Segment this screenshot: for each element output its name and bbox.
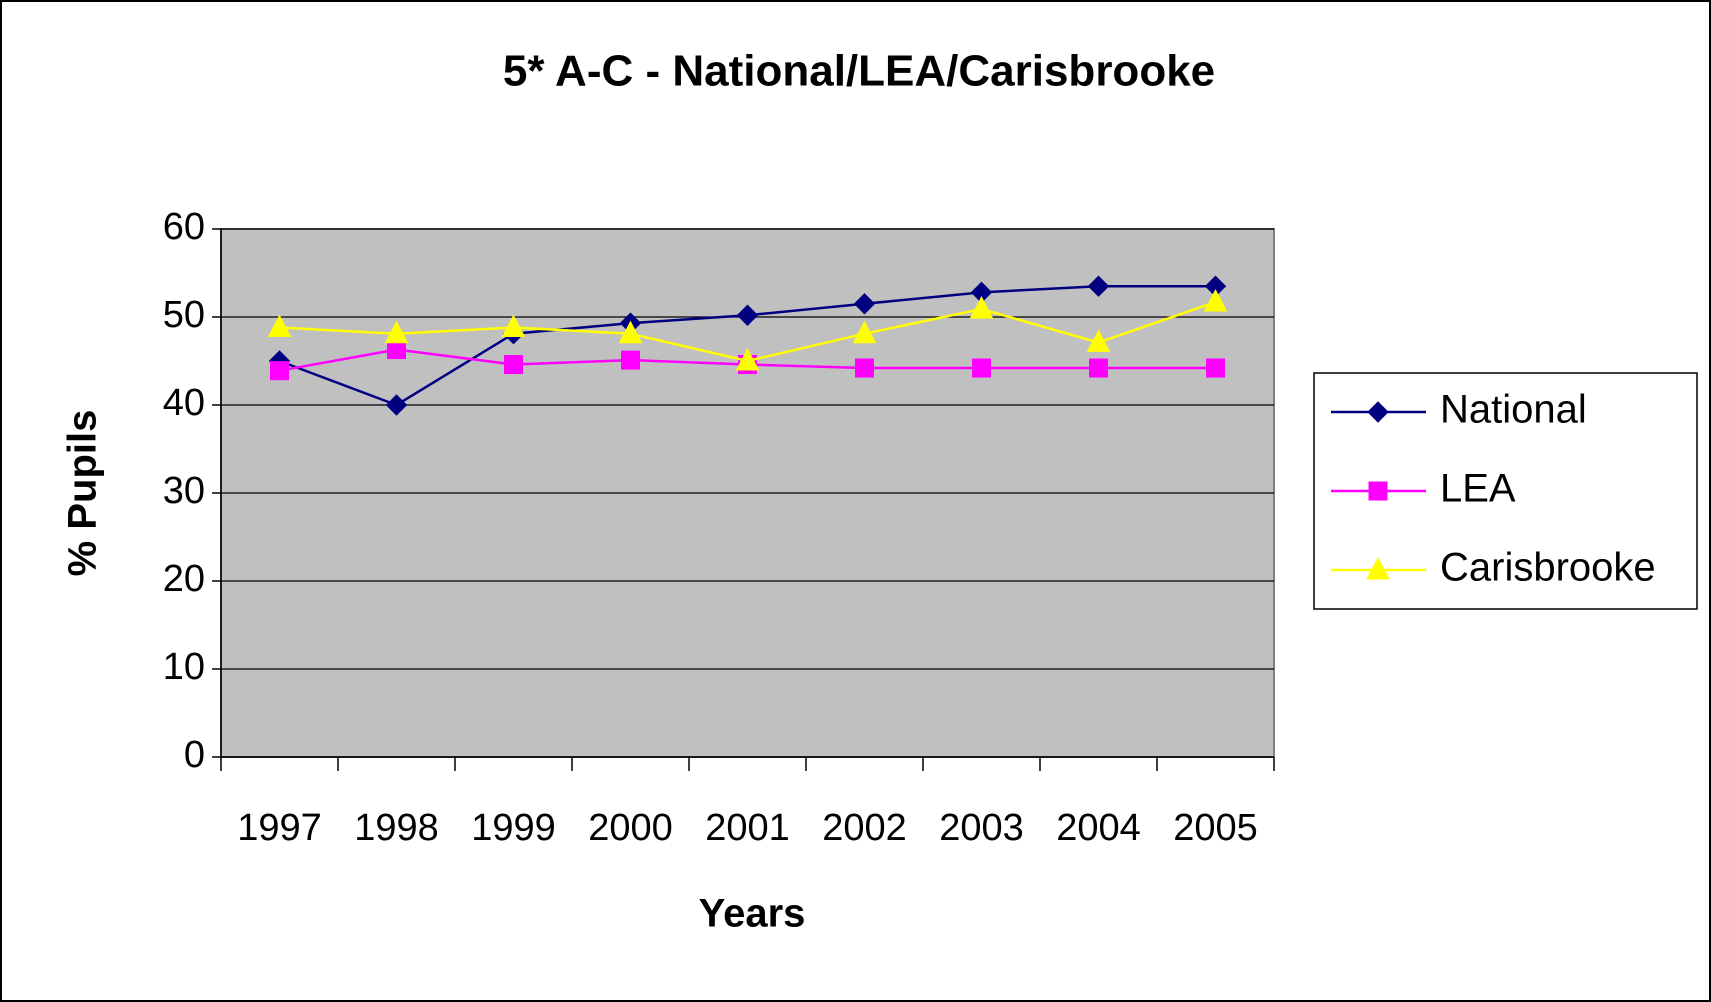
marker — [267, 314, 292, 338]
marker — [736, 304, 759, 326]
marker — [855, 358, 874, 378]
marker — [969, 296, 994, 319]
marker — [384, 320, 409, 344]
y-tick-label: 10 — [163, 646, 205, 688]
y-tick-label: 30 — [163, 470, 205, 512]
legend-label: LEA — [1440, 467, 1516, 511]
y-tick-label: 40 — [163, 382, 205, 424]
y-tick-label: 0 — [184, 734, 205, 776]
marker — [621, 350, 640, 370]
marker — [1086, 329, 1111, 353]
marker — [1366, 556, 1390, 580]
x-tick-label: 2000 — [588, 807, 673, 849]
x-tick-label: 2005 — [1173, 807, 1258, 849]
y-axis-label: % Pupils — [61, 410, 105, 577]
marker — [387, 340, 406, 360]
y-tick-label: 20 — [163, 558, 205, 600]
marker — [853, 293, 876, 315]
marker — [385, 394, 408, 416]
marker — [504, 355, 523, 375]
legend-label: National — [1440, 388, 1587, 432]
marker — [972, 358, 991, 378]
marker — [735, 347, 760, 371]
x-axis-label: Years — [699, 892, 806, 936]
x-tick-label: 1997 — [237, 807, 322, 849]
marker — [270, 361, 289, 381]
x-tick-label: 2004 — [1056, 807, 1141, 849]
marker — [1203, 288, 1228, 312]
x-tick-label: 1999 — [471, 807, 556, 849]
marker — [1087, 275, 1110, 297]
marker — [1206, 358, 1225, 378]
marker — [1367, 401, 1389, 423]
marker — [618, 320, 643, 344]
y-tick-label: 50 — [163, 294, 205, 336]
x-tick-label: 2001 — [705, 807, 790, 849]
marker — [1368, 481, 1388, 501]
chart-title: 5* A-C - National/LEA/Carisbrooke — [503, 47, 1215, 96]
x-tick-label: 2002 — [822, 807, 907, 849]
x-tick-label: 1998 — [354, 807, 439, 849]
legend-label: Carisbrooke — [1440, 546, 1656, 590]
y-tick-label: 60 — [163, 206, 205, 248]
marker — [852, 320, 877, 344]
marker — [501, 314, 526, 338]
marker — [1089, 358, 1108, 378]
x-tick-label: 2003 — [939, 807, 1024, 849]
